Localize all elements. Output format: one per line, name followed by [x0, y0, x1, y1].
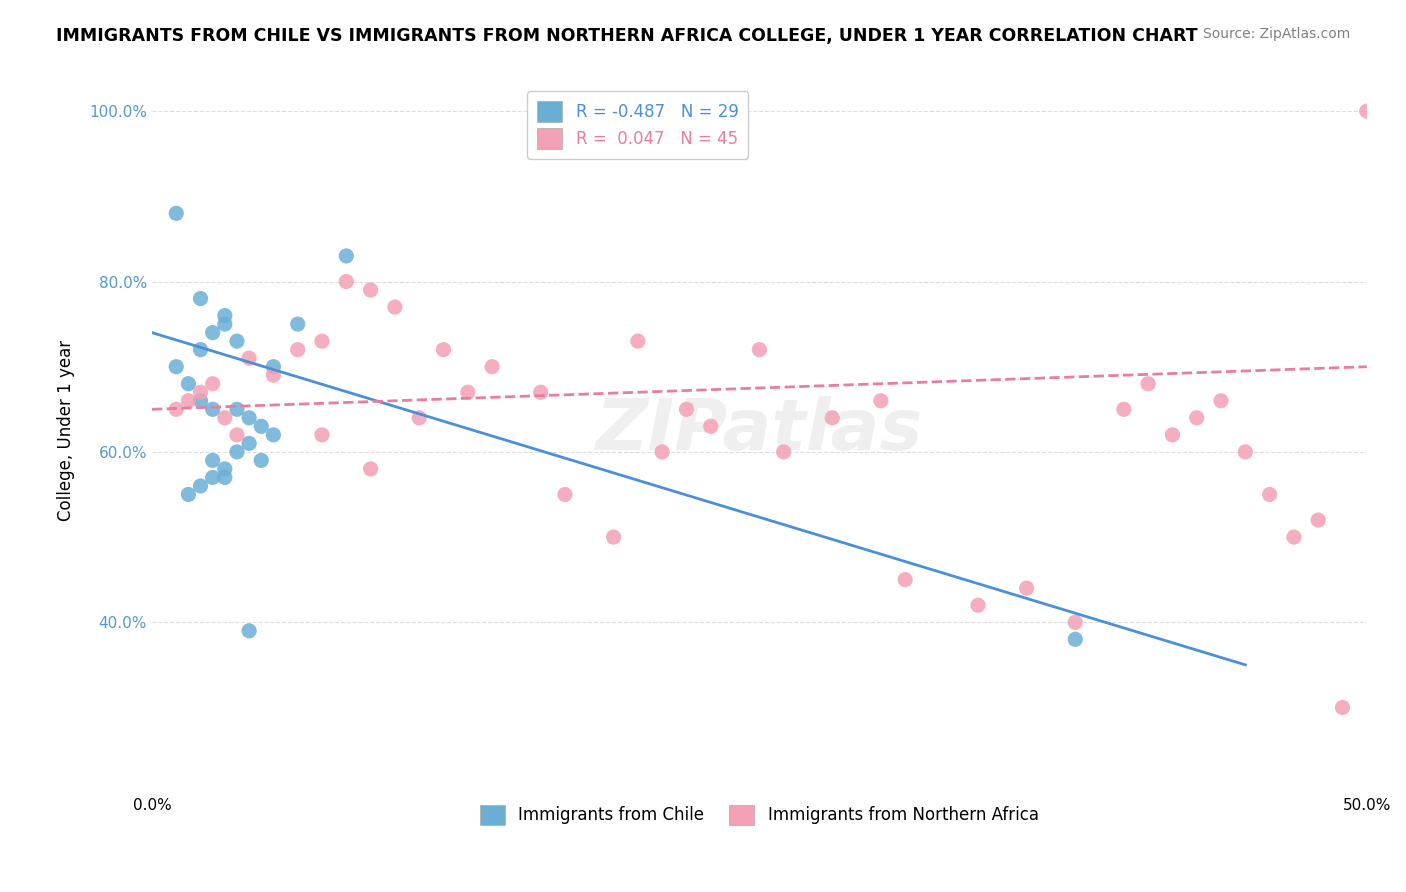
- Point: [238, 624, 260, 638]
- Point: [250, 453, 273, 467]
- Point: [1234, 445, 1257, 459]
- Point: [201, 376, 224, 391]
- Point: [1064, 632, 1087, 647]
- Point: [190, 343, 212, 357]
- Point: [238, 436, 260, 450]
- Point: [457, 385, 479, 400]
- Point: [1185, 410, 1208, 425]
- Point: [1308, 513, 1330, 527]
- Point: [602, 530, 624, 544]
- Text: Source: ZipAtlas.com: Source: ZipAtlas.com: [1202, 27, 1350, 41]
- Point: [190, 292, 212, 306]
- Point: [821, 410, 844, 425]
- Legend: Immigrants from Chile, Immigrants from Northern Africa: Immigrants from Chile, Immigrants from N…: [470, 795, 1049, 835]
- Point: [481, 359, 503, 374]
- Point: [262, 427, 284, 442]
- Point: [335, 275, 357, 289]
- Point: [201, 470, 224, 484]
- Point: [360, 283, 382, 297]
- Point: [408, 410, 430, 425]
- Point: [165, 402, 187, 417]
- Point: [226, 334, 249, 348]
- Point: [165, 359, 187, 374]
- Point: [226, 445, 249, 459]
- Point: [1258, 487, 1281, 501]
- Point: [226, 427, 249, 442]
- Point: [432, 343, 454, 357]
- Point: [1209, 393, 1232, 408]
- Point: [627, 334, 650, 348]
- Point: [554, 487, 576, 501]
- Point: [201, 453, 224, 467]
- Point: [238, 351, 260, 366]
- Point: [1064, 615, 1087, 630]
- Point: [870, 393, 893, 408]
- Point: [1161, 427, 1184, 442]
- Point: [190, 385, 212, 400]
- Point: [190, 479, 212, 493]
- Point: [384, 300, 406, 314]
- Point: [238, 410, 260, 425]
- Point: [214, 410, 236, 425]
- Point: [201, 326, 224, 340]
- Point: [700, 419, 723, 434]
- Point: [201, 402, 224, 417]
- Point: [651, 445, 673, 459]
- Point: [1015, 581, 1038, 595]
- Point: [360, 462, 382, 476]
- Point: [214, 317, 236, 331]
- Point: [335, 249, 357, 263]
- Point: [772, 445, 794, 459]
- Point: [214, 470, 236, 484]
- Text: IMMIGRANTS FROM CHILE VS IMMIGRANTS FROM NORTHERN AFRICA COLLEGE, UNDER 1 YEAR C: IMMIGRANTS FROM CHILE VS IMMIGRANTS FROM…: [56, 27, 1198, 45]
- Point: [177, 487, 200, 501]
- Point: [748, 343, 770, 357]
- Point: [226, 402, 249, 417]
- Text: ZIPatlas: ZIPatlas: [596, 396, 924, 465]
- Point: [530, 385, 553, 400]
- Point: [262, 368, 284, 383]
- Point: [1112, 402, 1135, 417]
- Point: [250, 419, 273, 434]
- Point: [190, 393, 212, 408]
- Point: [967, 599, 990, 613]
- Point: [1355, 104, 1378, 119]
- Point: [894, 573, 917, 587]
- Point: [177, 393, 200, 408]
- Point: [1137, 376, 1160, 391]
- Point: [311, 427, 333, 442]
- Point: [214, 462, 236, 476]
- Point: [177, 376, 200, 391]
- Point: [287, 343, 309, 357]
- Point: [287, 317, 309, 331]
- Point: [165, 206, 187, 220]
- Y-axis label: College, Under 1 year: College, Under 1 year: [58, 340, 75, 521]
- Point: [1331, 700, 1354, 714]
- Point: [262, 359, 284, 374]
- Point: [311, 334, 333, 348]
- Point: [214, 309, 236, 323]
- Point: [1282, 530, 1305, 544]
- Point: [675, 402, 697, 417]
